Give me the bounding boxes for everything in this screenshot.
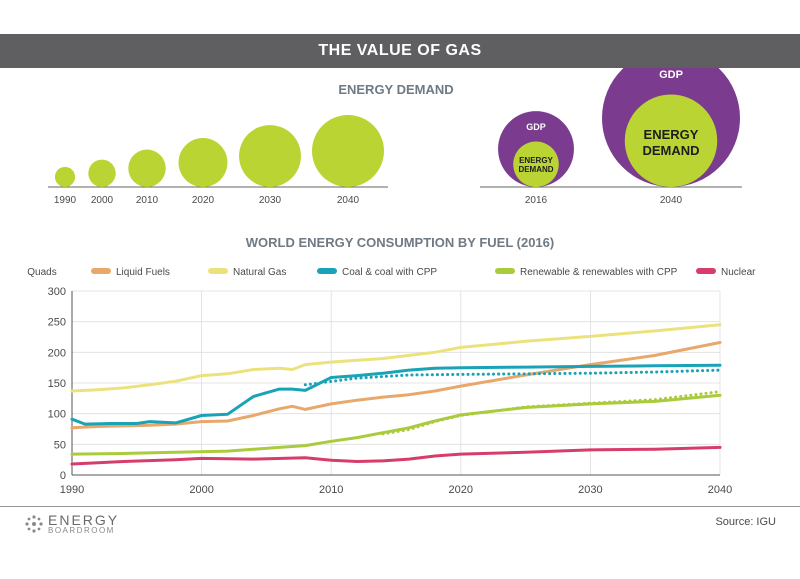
- legend-label: Liquid Fuels: [116, 267, 170, 278]
- y-tick-label: 200: [48, 347, 66, 359]
- y-tick-label: 150: [48, 378, 66, 390]
- energy-demand-bubble-2016: [513, 141, 559, 187]
- demand-year-label: 2040: [337, 195, 360, 206]
- energy-demand-graphics: ENERGY DEMAND 1990 2000 2010 2020 2030 2040 G…: [48, 68, 742, 206]
- y-tick-label: 250: [48, 317, 66, 329]
- footer-divider: [0, 506, 800, 507]
- series-line-natural-gas: [70, 323, 722, 393]
- x-axis-ticks: 1990 2000 2010 2020 2030 2040: [60, 484, 732, 496]
- y-axis-label: Quads: [27, 267, 56, 278]
- energy-demand-label: DEMAND: [518, 165, 553, 174]
- y-tick-label: 50: [54, 439, 66, 451]
- source-note: Source: IGU: [715, 516, 776, 528]
- energy-demand-bubbles: 1990 2000 2010 2020 2030 2040: [48, 115, 388, 206]
- chart-title: WORLD ENERGY CONSUMPTION BY FUEL (2016): [246, 235, 554, 250]
- demand-bubble-2020: [178, 138, 228, 187]
- chart-legend: Liquid Fuels Natural Gas Coal & coal with …: [91, 267, 756, 278]
- demand-bubble-2040: [312, 115, 384, 187]
- series-line-renewable-renewables-with-cpp-dotted: [381, 390, 722, 436]
- legend-label: Nuclear: [721, 267, 756, 278]
- energy-demand-title: ENERGY DEMAND: [338, 82, 453, 97]
- series-line-coal-coal-with-cpp-dotted: [303, 368, 722, 387]
- x-tick-label: 2030: [578, 484, 602, 496]
- demand-year-label: 2020: [192, 195, 215, 206]
- legend-label: Natural Gas: [233, 267, 286, 278]
- x-tick-label: 2020: [449, 484, 473, 496]
- x-tick-label: 2040: [708, 484, 732, 496]
- page-title: THE VALUE OF GAS: [0, 34, 800, 68]
- gdp-year-label: 2016: [525, 195, 548, 206]
- chart-series: [70, 323, 722, 466]
- y-axis-ticks: 0 50 100 150 200 250 300: [48, 286, 66, 482]
- x-tick-label: 1990: [60, 484, 84, 496]
- gdp-year-label: 2040: [660, 195, 683, 206]
- legend-label: Coal & coal with CPP: [342, 267, 437, 278]
- logo-star-icon: [25, 515, 43, 533]
- y-tick-label: 0: [60, 470, 66, 482]
- series-line-liquid-fuels: [70, 341, 722, 430]
- x-tick-label: 2010: [319, 484, 343, 496]
- gdp-label: GDP: [526, 122, 546, 132]
- world-energy-consumption-chart: WORLD ENERGY CONSUMPTION BY FUEL (2016) …: [27, 235, 756, 496]
- energy-demand-label: DEMAND: [642, 143, 699, 158]
- demand-bubble-2030: [239, 125, 301, 187]
- demand-bubble-1990: [54, 166, 76, 187]
- y-tick-label: 100: [48, 409, 66, 421]
- y-tick-label: 300: [48, 286, 66, 298]
- demand-year-label: 2000: [91, 195, 114, 206]
- energy-demand-label: ENERGY: [644, 127, 699, 142]
- energy-boardroom-logo: ENERGY BOARDROOM: [24, 513, 119, 535]
- demand-year-label: 2030: [259, 195, 282, 206]
- gdp-label: GDP: [659, 69, 683, 81]
- energy-demand-label: ENERGY: [519, 156, 553, 165]
- energy-demand-bubble-2040: [624, 94, 718, 187]
- chart-grid: [71, 290, 721, 476]
- demand-bubble-2000: [88, 159, 116, 187]
- legend-label: Renewable & renewables with CPP: [520, 267, 678, 278]
- series-line-nuclear: [70, 445, 722, 466]
- demand-year-label: 2010: [136, 195, 159, 206]
- series-line-coal-coal-with-cpp: [70, 363, 722, 426]
- logo-text-energy: ENERGY: [48, 512, 120, 528]
- demand-year-label: 1990: [54, 195, 77, 206]
- demand-bubble-2010: [128, 149, 166, 187]
- x-tick-label: 2000: [189, 484, 213, 496]
- logo-text-boardroom: BOARDROOM: [48, 526, 115, 535]
